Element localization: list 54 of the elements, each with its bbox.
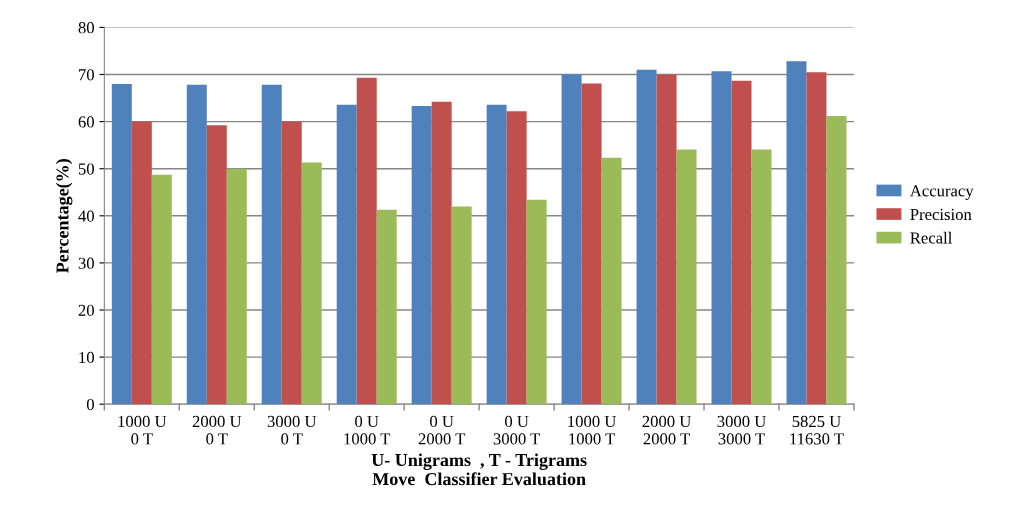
bar: [506, 111, 527, 405]
bar: [376, 209, 397, 405]
x-tick-label: 0 U 1000 T: [344, 415, 391, 445]
x-tick-label: 2000 U 0 T: [192, 415, 242, 445]
y-tick-label: 10: [79, 351, 94, 364]
bar: [281, 121, 302, 405]
bar: [676, 149, 697, 405]
bar: [581, 83, 602, 405]
y-tick-label: 80: [78, 22, 94, 34]
bar: [486, 104, 507, 405]
x-axis-title: U- Unigrams , T - Trigrams Move Classifier Evaluation: [371, 453, 587, 486]
x-tick-label: 0 U 2000 T: [418, 415, 466, 445]
bar: [806, 72, 827, 405]
bar: [451, 206, 472, 405]
bar: [131, 121, 152, 405]
bar: [301, 162, 322, 405]
bar: [656, 74, 677, 405]
y-tick-label: 70: [79, 69, 94, 81]
bar: [226, 168, 247, 405]
bar: [151, 174, 172, 405]
bar: [826, 115, 847, 405]
bar: [786, 61, 807, 405]
legend-label: Recall: [910, 231, 953, 244]
legend-label: Precision: [910, 208, 972, 221]
bar: [186, 84, 207, 405]
y-axis-title: Percentage(%): [55, 159, 73, 273]
bar: [411, 106, 432, 405]
bar: [111, 83, 132, 405]
bar: [731, 80, 752, 405]
bar: [206, 125, 227, 405]
y-tick-label: 0: [86, 398, 94, 411]
x-tick-label: 5825 U 11630 T: [790, 415, 844, 445]
legend-label: Accuracy: [909, 185, 974, 200]
x-tick-label: 1000 U 1000 T: [568, 415, 617, 445]
y-tick-label: 30: [78, 257, 94, 269]
bar: [636, 69, 657, 405]
x-tick-label: 2000 U 2000 T: [642, 415, 691, 445]
x-tick-label: 0 U 3000 T: [493, 415, 541, 445]
bar: [601, 157, 622, 405]
y-tick-label: 20: [78, 304, 94, 316]
x-tick-label: 1000 U 0 T: [118, 415, 167, 445]
y-tick-label: 60: [78, 116, 94, 128]
y-tick-label: 50: [78, 163, 94, 175]
bar: [711, 71, 732, 405]
bar: [356, 77, 377, 405]
x-tick-label: 3000 U 0 T: [267, 415, 317, 445]
y-tick-label: 40: [78, 210, 94, 222]
bar: [261, 84, 282, 405]
bar: [751, 149, 772, 405]
x-tick-label: 3000 U 3000 T: [717, 415, 766, 445]
bar: [561, 74, 582, 405]
bar: [336, 104, 357, 405]
bar: [431, 101, 452, 405]
bar: [526, 199, 547, 405]
